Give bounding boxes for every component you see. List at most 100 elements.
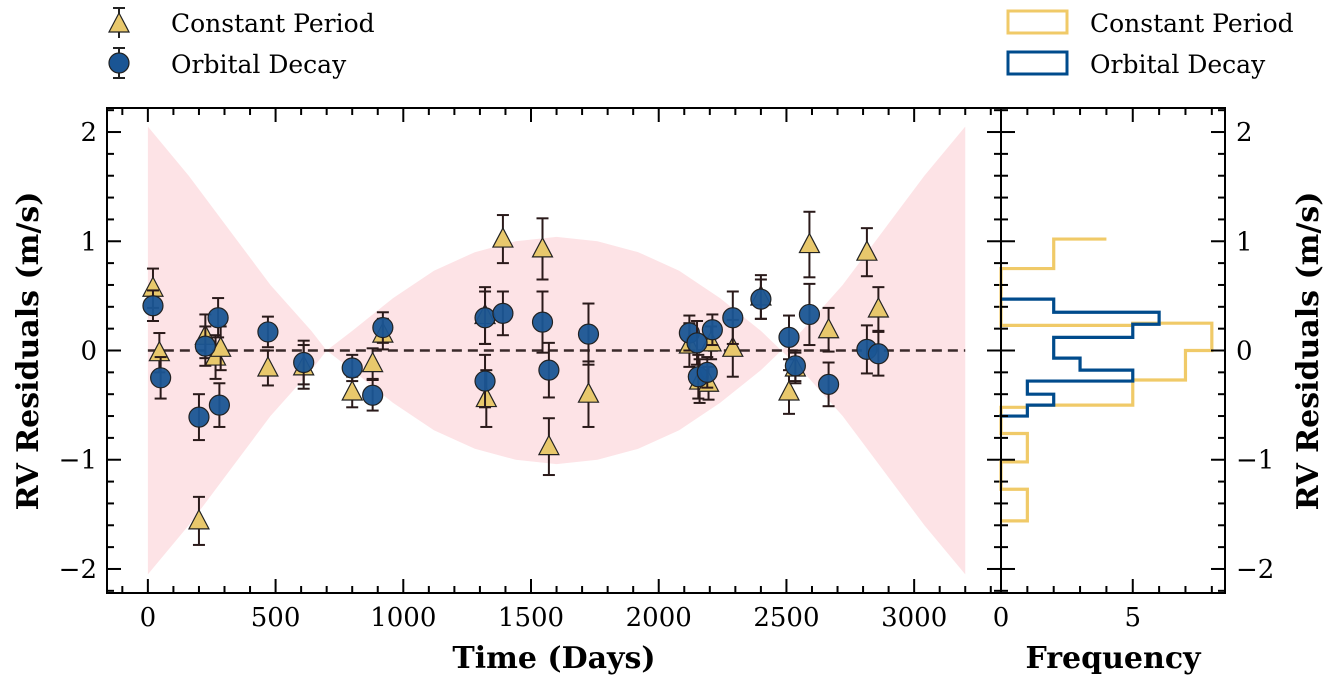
y-tick-label: 2 — [80, 118, 97, 148]
hist-y-tick-label: −1 — [1236, 446, 1274, 476]
hist-y-tick-label: 1 — [1236, 227, 1253, 257]
x-tick-label: 0 — [140, 603, 157, 633]
histogram-legend: Constant Period Orbital Decay — [1006, 9, 1294, 79]
y-tick-labels: −2 −1 0 1 2 — [59, 118, 97, 585]
data-points — [141, 210, 890, 546]
circle-marker — [208, 394, 230, 416]
circle-marker — [722, 307, 744, 329]
circle-marker — [150, 367, 172, 389]
circle-point — [341, 353, 363, 383]
circle-point — [293, 339, 315, 386]
circle-point — [722, 290, 744, 345]
hist-x-tick-label: 0 — [993, 603, 1010, 633]
circle-marker — [341, 357, 363, 379]
circle-marker — [577, 323, 600, 345]
hist-legend-label-constant-period: Constant Period — [1090, 9, 1294, 38]
triangle-marker — [577, 381, 600, 403]
circle-marker — [257, 321, 279, 343]
circle-point — [474, 290, 496, 345]
triangle-marker — [537, 434, 560, 456]
triangle-marker — [187, 508, 210, 530]
circle-marker — [474, 370, 496, 392]
circle-point — [257, 315, 279, 349]
circle-point — [492, 290, 514, 337]
triangle-marker — [721, 336, 744, 357]
circle-point — [577, 302, 600, 366]
hist-x-tick-label: 5 — [1124, 603, 1141, 633]
x-tick-label: 2000 — [626, 603, 692, 633]
x-tick-label: 500 — [251, 603, 301, 633]
histogram-y-tick-labels: −2 −1 0 1 2 — [1236, 118, 1274, 585]
triangle-marker — [531, 236, 554, 258]
hist-y-tick-label: 0 — [1236, 337, 1253, 367]
circle-marker — [194, 335, 216, 357]
circle-point — [194, 325, 216, 367]
circle-marker — [362, 384, 384, 406]
triangle-point — [187, 495, 210, 546]
triangle-marker — [148, 340, 171, 362]
circle-marker — [817, 373, 840, 395]
circle-marker — [701, 319, 723, 341]
triangle-point — [361, 347, 384, 380]
circle-marker — [778, 326, 800, 348]
y-axis-title-right: RV Residuals (m/s) — [1291, 192, 1326, 511]
triangle-marker — [491, 226, 514, 248]
circle-point — [867, 330, 889, 377]
scatter-panel: 0 500 1000 1500 2000 2500 3000 −2 −1 0 1 2 — [59, 107, 1002, 633]
triangle-marker — [341, 379, 364, 401]
circle-marker — [474, 307, 496, 329]
triangle-marker — [817, 317, 840, 339]
triangle-marker — [256, 355, 279, 377]
triangle-point — [798, 210, 821, 279]
x-tick-label: 3000 — [881, 603, 947, 633]
triangle-point — [855, 227, 878, 278]
legend-patch-orbital-decay — [1006, 50, 1069, 76]
triangle-point — [817, 306, 840, 353]
x-axis-title: Time (Days) — [452, 641, 655, 676]
triangle-point — [577, 360, 600, 428]
legend-label-constant-period: Constant Period — [171, 9, 375, 38]
x-tick-label: 2500 — [753, 603, 819, 633]
hist-y-tick-label: 2 — [1236, 118, 1253, 148]
circle-marker — [293, 351, 315, 374]
legend-triangle-marker — [108, 7, 130, 38]
circle-marker — [798, 303, 821, 326]
triangle-point — [537, 417, 560, 477]
scatter-legend: Constant Period Orbital Decay — [108, 7, 375, 79]
triangle-point — [867, 286, 890, 332]
circle-point — [207, 297, 229, 339]
x-tick-label: 1500 — [498, 603, 564, 633]
orbital-decay-histogram — [999, 297, 1161, 418]
circle-point — [784, 349, 806, 383]
circle-marker — [686, 332, 708, 354]
circle-marker — [142, 295, 164, 317]
circle-point — [686, 320, 708, 366]
circle-point — [142, 289, 164, 323]
circle-point — [696, 356, 718, 389]
hist-legend-label-orbital-decay: Orbital Decay — [1090, 50, 1266, 79]
triangle-point — [491, 214, 514, 265]
legend-circle-marker — [108, 47, 130, 79]
circle-marker — [492, 302, 514, 324]
circle-point — [474, 353, 496, 409]
circle-point — [701, 313, 723, 347]
triangle-marker — [361, 351, 384, 373]
circle-marker — [188, 406, 210, 428]
circle-marker — [867, 343, 889, 365]
triangle-marker — [867, 296, 890, 318]
circle-point — [531, 290, 554, 354]
triangle-point — [531, 217, 554, 281]
circle-point — [750, 278, 772, 320]
triangle-marker — [855, 239, 878, 261]
histogram-x-axis-title: Frequency — [1025, 641, 1202, 676]
circle-marker — [784, 355, 806, 377]
y-axis-title-left: RV Residuals (m/s) — [11, 192, 46, 511]
histogram-steps — [999, 237, 1214, 523]
circle-marker — [696, 361, 718, 383]
histogram-ticks — [1000, 108, 1225, 593]
x-tick-labels: 0 500 1000 1500 2000 2500 3000 — [140, 603, 948, 633]
circle-marker — [538, 359, 560, 381]
